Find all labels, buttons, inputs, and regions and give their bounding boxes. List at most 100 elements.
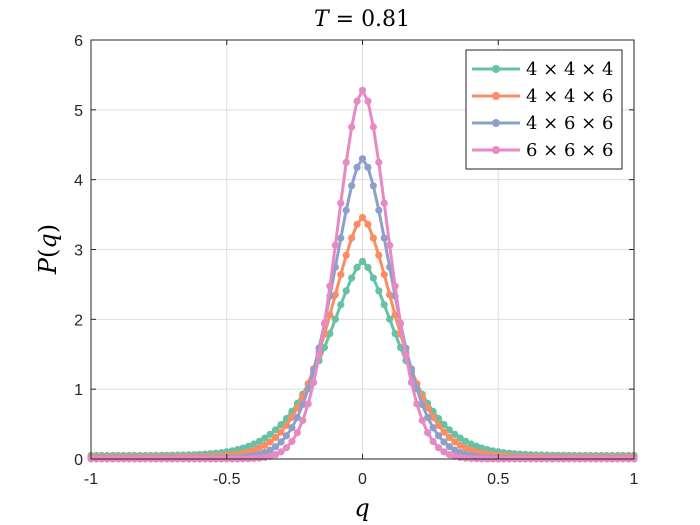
- chart-title: T = 0.81: [314, 7, 410, 32]
- data-point: [396, 343, 405, 352]
- data-point: [255, 454, 263, 462]
- y-tick-label: 6: [74, 33, 83, 50]
- data-point: [310, 378, 318, 387]
- data-point: [353, 263, 361, 272]
- data-point: [348, 182, 356, 190]
- ticks: -1 -0.5 0 0.5 1 0 1 2 3 4 5 6: [74, 33, 638, 488]
- data-point: [266, 430, 274, 438]
- data-point: [380, 199, 388, 207]
- data-point: [472, 442, 481, 450]
- data-point: [353, 163, 361, 171]
- data-point: [261, 434, 269, 442]
- data-point: [462, 454, 470, 462]
- data-point: [250, 446, 258, 454]
- data-point: [451, 438, 459, 446]
- data-point: [250, 440, 258, 448]
- series-group: [87, 86, 638, 463]
- data-point: [293, 429, 301, 437]
- x-tick-label: -1: [84, 471, 98, 488]
- legend: 4 × 4 × 4 4 × 4 × 6 4 × 6 × 6 6 × 6 × 6: [465, 49, 623, 170]
- data-point: [326, 282, 334, 290]
- y-tick-label: 1: [74, 382, 83, 399]
- data-point: [429, 424, 437, 432]
- data-point: [445, 426, 453, 434]
- data-point: [424, 413, 432, 422]
- data-point: [429, 437, 437, 446]
- data-point: [364, 163, 372, 171]
- data-point: [277, 420, 285, 429]
- data-point: [391, 329, 399, 338]
- data-point: [337, 199, 345, 207]
- legend-marker: [492, 146, 500, 154]
- data-point: [266, 452, 274, 460]
- data-point: [277, 438, 285, 446]
- data-point: [462, 444, 470, 452]
- data-point: [282, 444, 291, 452]
- data-point: [375, 251, 383, 259]
- x-tick-label: 0.5: [487, 471, 509, 488]
- legend-label: 4 × 4 × 6: [526, 86, 613, 107]
- data-point: [272, 426, 280, 434]
- data-point: [364, 220, 372, 228]
- data-point: [375, 158, 383, 166]
- data-point: [272, 443, 280, 451]
- data-point: [467, 440, 475, 448]
- data-point: [364, 263, 372, 272]
- legend-label: 4 × 6 × 6: [526, 113, 613, 134]
- data-point: [369, 274, 377, 282]
- data-point: [478, 444, 486, 452]
- data-point: [391, 282, 399, 290]
- data-point: [369, 182, 377, 190]
- data-point: [369, 234, 377, 242]
- legend-marker: [492, 65, 500, 73]
- data-point: [353, 97, 361, 105]
- x-tick-label: 1: [630, 471, 639, 488]
- data-point: [299, 400, 307, 409]
- data-point: [337, 271, 345, 279]
- data-point: [320, 319, 329, 327]
- data-point: [413, 385, 421, 393]
- data-point: [288, 413, 296, 421]
- data-point: [434, 444, 443, 452]
- data-point: [326, 311, 334, 319]
- data-point: [380, 234, 388, 242]
- x-tick-label: 0: [358, 471, 367, 488]
- data-point: [288, 437, 296, 446]
- legend-marker: [492, 92, 500, 100]
- data-point: [337, 234, 345, 242]
- x-tick-label: -0.5: [213, 471, 241, 488]
- legend-label: 6 × 6 × 6: [526, 140, 613, 161]
- data-point: [331, 241, 339, 249]
- data-point: [407, 378, 415, 387]
- data-point: [358, 86, 367, 94]
- data-point: [261, 441, 269, 449]
- data-point: [396, 319, 405, 327]
- data-point: [418, 400, 426, 409]
- data-point: [282, 432, 291, 440]
- data-point: [342, 158, 350, 166]
- data-point: [255, 437, 263, 445]
- data-point: [386, 241, 394, 249]
- data-point: [380, 301, 388, 309]
- data-point: [375, 206, 383, 214]
- data-point: [288, 424, 296, 432]
- data-point: [299, 416, 307, 424]
- legend-label: 4 × 4 × 4: [526, 59, 613, 80]
- data-point: [456, 441, 464, 449]
- data-point: [348, 274, 356, 282]
- y-tick-label: 4: [74, 173, 83, 190]
- data-point: [434, 432, 443, 440]
- data-point: [424, 429, 432, 437]
- data-point: [451, 430, 459, 438]
- data-point: [320, 343, 329, 352]
- data-point: [462, 437, 470, 445]
- data-point: [440, 420, 448, 429]
- data-point: [293, 413, 301, 422]
- data-point: [337, 301, 345, 309]
- data-point: [353, 220, 361, 228]
- data-point: [451, 446, 459, 454]
- data-point: [358, 257, 367, 265]
- data-point: [358, 155, 367, 163]
- data-point: [239, 444, 247, 452]
